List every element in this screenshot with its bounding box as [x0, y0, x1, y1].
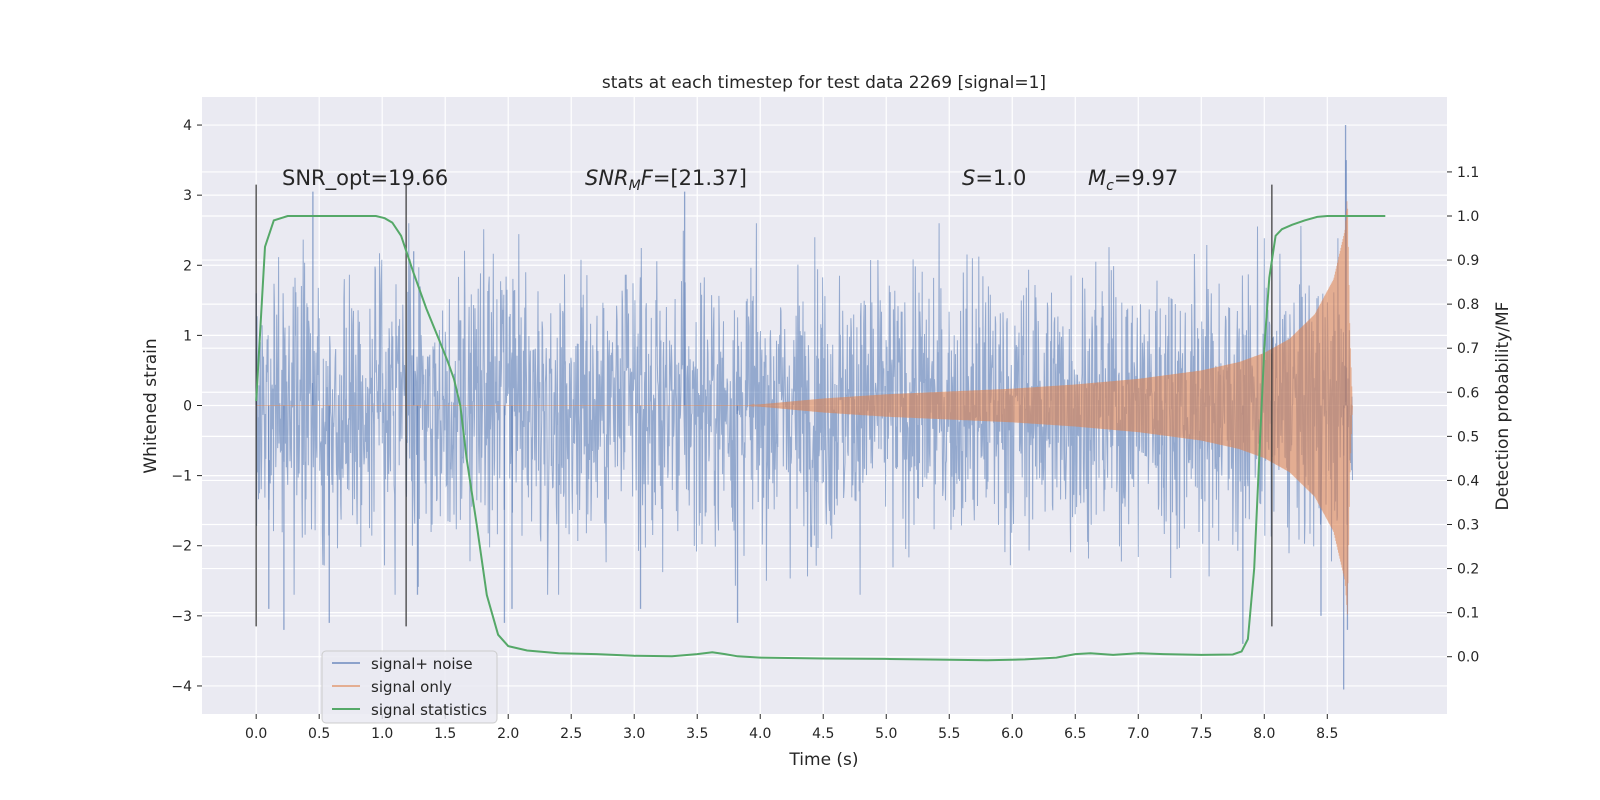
y-tick-label-3: −1 [171, 469, 192, 485]
legend-label-signal-noise: signal+ noise [371, 655, 473, 673]
y-tick-label-0: −4 [171, 679, 192, 695]
yr-tick-label-9: 0.9 [1457, 253, 1479, 269]
x-tick-label-15: 7.5 [1190, 726, 1212, 742]
annotation-s: S=1.0 [962, 166, 1026, 190]
x-tick-label-16: 8.0 [1253, 726, 1275, 742]
x-tick-label-13: 6.5 [1064, 726, 1086, 742]
y-tick-label-2: −2 [171, 539, 192, 555]
y-tick-label-4: 0 [183, 399, 192, 415]
x-axis-ticks: 0.0 0.5 1.0 1.5 2.0 2.5 3.0 3.5 4.0 4.5 5.0 5.5 6.0 6… [245, 714, 1338, 742]
x-tick-label-6: 3.0 [623, 726, 645, 742]
yr-tick-label-0: 0.0 [1457, 650, 1479, 666]
yr-tick-label-6: 0.6 [1457, 385, 1479, 401]
yr-tick-label-2: 0.2 [1457, 562, 1479, 578]
yr-tick-label-5: 0.5 [1457, 429, 1479, 445]
y-axis-label-left: Whitened strain [141, 338, 161, 473]
yr-tick-label-7: 0.7 [1457, 341, 1479, 357]
x-tick-label-12: 6.0 [1001, 726, 1023, 742]
x-tick-label-3: 1.5 [434, 726, 456, 742]
y-tick-label-6: 2 [183, 258, 192, 274]
legend-label-signal-statistics: signal statistics [371, 701, 487, 719]
x-axis-label: Time (s) [788, 750, 858, 770]
series-signal-statistics [255, 215, 1386, 662]
annotation-snr-opt: SNR_opt=19.66 [282, 166, 448, 191]
x-tick-label-1: 0.5 [308, 726, 330, 742]
yr-tick-label-1: 0.1 [1457, 606, 1479, 622]
signal-trace [256, 201, 1353, 615]
x-tick-label-8: 4.0 [749, 726, 771, 742]
y-tick-label-5: 1 [183, 328, 192, 344]
x-tick-label-17: 8.5 [1316, 726, 1338, 742]
x-tick-label-4: 2.0 [497, 726, 519, 742]
x-tick-label-7: 3.5 [686, 726, 708, 742]
x-tick-label-2: 1.0 [371, 726, 393, 742]
y-tick-label-7: 3 [183, 188, 192, 204]
y-tick-label-1: −3 [171, 609, 192, 625]
yr-tick-label-4: 0.4 [1457, 473, 1479, 489]
statistics-line [255, 215, 1386, 662]
yr-tick-label-10: 1.0 [1457, 209, 1479, 225]
x-tick-label-5: 2.5 [560, 726, 582, 742]
legend-box [321, 650, 498, 724]
y-axis-label-right: Detection probability/MF [1493, 302, 1513, 511]
y-axis-ticks-left: −4 −3 −2 −1 0 1 2 3 4 [171, 118, 202, 695]
legend: signal+ noise signal only signal statist… [321, 650, 498, 724]
x-tick-label-14: 7.0 [1127, 726, 1149, 742]
annotation-mc: Mc=9.97 [1088, 166, 1178, 194]
x-tick-label-11: 5.5 [938, 726, 960, 742]
x-tick-label-10: 5.0 [875, 726, 897, 742]
series-signal-only [256, 201, 1353, 615]
y-tick-label-8: 4 [183, 118, 192, 134]
yr-tick-label-3: 0.3 [1457, 517, 1479, 533]
x-tick-label-0: 0.0 [245, 726, 267, 742]
chart-title: stats at each timestep for test data 226… [602, 73, 1046, 93]
x-tick-label-9: 4.5 [812, 726, 834, 742]
legend-label-signal-only: signal only [371, 678, 452, 696]
yr-tick-label-8: 0.8 [1457, 297, 1479, 313]
annotation-snr-mf: SNRMF=[21.37] [585, 166, 747, 194]
y-axis-ticks-right: 0.0 0.1 0.2 0.3 0.4 0.5 0.6 0.7 0.8 0.9 1.0 1.1 [1447, 165, 1479, 666]
yr-tick-label-11: 1.1 [1457, 165, 1479, 181]
